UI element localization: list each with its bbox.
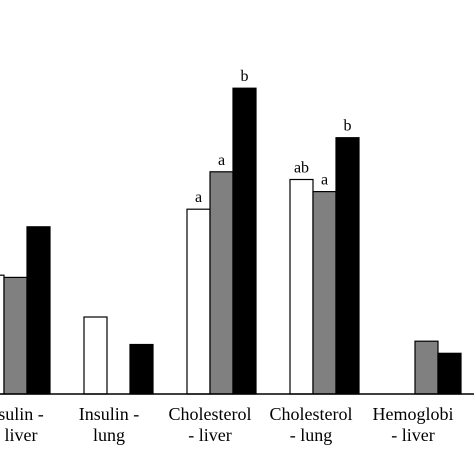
- category-label-4-line-2: - lung: [290, 425, 333, 445]
- annotation-series-3-category-3: b: [241, 68, 249, 85]
- bar-series-3-category-5: [437, 352, 462, 395]
- bar-series-3-category-2: [129, 343, 154, 395]
- annotation-series-3-category-4: b: [344, 118, 352, 135]
- annotation-series-2-category-3: a: [218, 152, 225, 169]
- bar-series-3-category-3: [232, 87, 257, 395]
- category-label-1-line-2: liver: [5, 425, 38, 445]
- bar-series-3-category-4: [335, 137, 360, 395]
- annotation-series-1-category-3: a: [195, 189, 202, 206]
- category-label-2-line-2: lung: [93, 425, 125, 445]
- category-label-2-line-1: Insulin -: [79, 404, 140, 424]
- bars-group: [0, 87, 462, 395]
- bar-series-1-category-4: [289, 178, 314, 395]
- category-label-5-line-2: - liver: [391, 425, 434, 445]
- category-label-3-line-2: - liver: [188, 425, 231, 445]
- bar-series-1-category-3: [186, 208, 211, 395]
- category-label-4-line-1: Cholesterol: [270, 404, 353, 424]
- bar-series-3-category-1: [26, 226, 51, 395]
- category-label-5-line-1: Hemoglobi: [373, 404, 454, 424]
- category-label-1-line-1: sulin -: [0, 404, 44, 424]
- bar-series-2-category-1: [3, 276, 28, 395]
- bar-series-2-category-5: [414, 340, 439, 395]
- bar-series-1-category-2: [83, 316, 108, 395]
- bar-series-2-category-4: [312, 191, 337, 395]
- annotation-series-1-category-4: ab: [294, 160, 309, 177]
- annotation-series-2-category-4: a: [321, 172, 328, 189]
- bar-series-2-category-3: [209, 171, 234, 395]
- category-label-3-line-1: Cholesterol: [169, 404, 252, 424]
